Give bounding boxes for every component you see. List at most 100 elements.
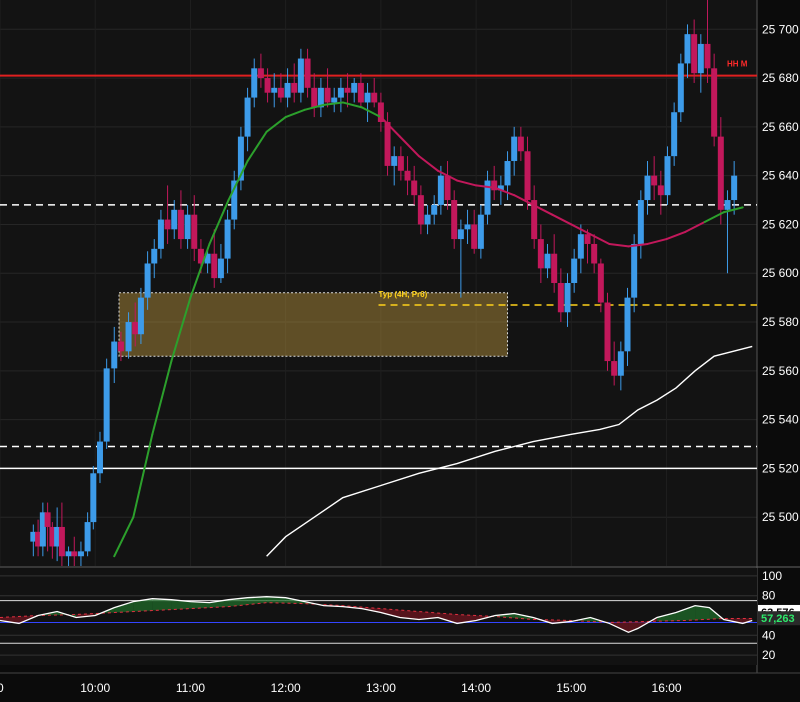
candle-body <box>571 258 578 283</box>
ma-segment <box>246 130 268 163</box>
ma-segment <box>703 211 725 224</box>
candle-body <box>491 180 498 191</box>
candle-body <box>377 102 384 122</box>
time-tick-label: 11:00 <box>176 681 205 695</box>
price-tick-label: 25 580 <box>762 315 799 329</box>
candle-body <box>103 368 110 442</box>
candle-body <box>125 322 132 352</box>
ma-segment <box>341 101 363 109</box>
candle-body <box>451 200 458 240</box>
ma-segment <box>722 206 744 214</box>
level-lines: HH M <box>0 60 757 470</box>
candle-body <box>724 200 731 210</box>
candle-body <box>237 136 244 181</box>
ma-segment <box>475 184 497 189</box>
oscillator-panel <box>0 566 800 665</box>
candle-body <box>391 156 398 166</box>
candle-body <box>30 531 37 542</box>
candle-body <box>177 209 184 240</box>
candle-body <box>524 151 531 201</box>
ma-segment <box>189 242 211 299</box>
oscillator-fill <box>209 599 229 608</box>
candle-body <box>44 512 51 527</box>
candle-body <box>464 224 471 230</box>
ma-segment <box>113 516 135 558</box>
candle-body <box>344 87 351 93</box>
candle-body <box>171 209 178 230</box>
candle-body <box>484 180 491 215</box>
ma-segment <box>227 160 249 202</box>
ma-segment <box>456 179 478 187</box>
candle-body <box>431 204 438 215</box>
time-tick-label: 12:00 <box>271 681 301 695</box>
candle-body <box>711 68 718 137</box>
oscillator-fill <box>676 605 696 621</box>
time-tick-label: 10:00 <box>80 681 110 695</box>
price-tick-label: 25 640 <box>762 169 799 183</box>
candle-body <box>424 214 431 225</box>
oscillator-slow-line <box>0 602 753 623</box>
candle-body <box>244 97 251 137</box>
time-tick-label: 15:00 <box>556 681 586 695</box>
price-tick-label: 25 600 <box>762 266 799 280</box>
oscillator-fill <box>657 612 677 622</box>
ma-segment <box>398 135 420 158</box>
candle-body <box>151 248 158 264</box>
candle-body <box>291 82 298 93</box>
price-panel-background <box>0 0 757 566</box>
price-tick-label: 25 680 <box>762 71 799 85</box>
candle-body <box>39 512 46 547</box>
candle-body <box>384 121 391 166</box>
ma-segment <box>132 433 154 519</box>
time-axis: 0 10:00 11:00 12:00 13:00 14:00 15:00 16:00 <box>0 672 800 702</box>
oscillator-fill <box>399 610 419 620</box>
candle-body <box>217 258 224 279</box>
oscillator-fill <box>190 601 210 609</box>
oscillator-fill <box>133 598 153 612</box>
level-flag: HH M <box>727 60 748 69</box>
candle-body <box>444 175 451 201</box>
candle-body <box>697 43 704 74</box>
candle-body <box>457 229 464 240</box>
oscillator-fill <box>380 608 400 618</box>
ma-segment <box>665 230 687 241</box>
time-tick-label: 13:00 <box>366 681 396 695</box>
candle-body <box>58 526 65 557</box>
ma-segment <box>303 103 325 111</box>
candle-body <box>311 87 318 108</box>
candle-body <box>224 219 231 259</box>
candle-body <box>197 248 204 264</box>
price-tick-label: 25 700 <box>762 22 799 36</box>
price-tick-label: 25 620 <box>762 217 799 231</box>
candle-body <box>731 175 738 201</box>
candle-body <box>49 526 56 547</box>
ma-segment <box>608 242 630 248</box>
candle-body <box>371 92 378 103</box>
ma-segment <box>360 106 382 119</box>
time-tick-label: 16:00 <box>652 681 682 695</box>
candle-body <box>504 161 511 186</box>
candle-body <box>511 136 518 162</box>
oscillator-tick-label: 20 <box>762 648 776 662</box>
candle-body <box>604 302 611 362</box>
candle-body <box>357 82 364 103</box>
candle-body <box>497 185 504 191</box>
candle-body <box>54 526 61 547</box>
candle-body <box>111 341 118 369</box>
moving-average <box>113 101 744 558</box>
candle-body <box>211 253 218 279</box>
candle-body <box>364 92 371 103</box>
candle-body <box>164 219 171 230</box>
candle-body <box>71 551 78 557</box>
candle-body <box>577 234 584 259</box>
candle-body <box>144 263 151 298</box>
zone-label: Typ (4H, Pr6) <box>379 290 428 299</box>
candle-body <box>117 341 124 352</box>
candle-body <box>132 322 139 335</box>
candle-body <box>704 43 711 69</box>
candle-body <box>437 175 444 205</box>
oscillator-tick-label: 100 <box>762 569 782 583</box>
candle-body <box>537 239 544 269</box>
oscillator-fill <box>152 598 172 611</box>
candle-body <box>157 219 164 249</box>
